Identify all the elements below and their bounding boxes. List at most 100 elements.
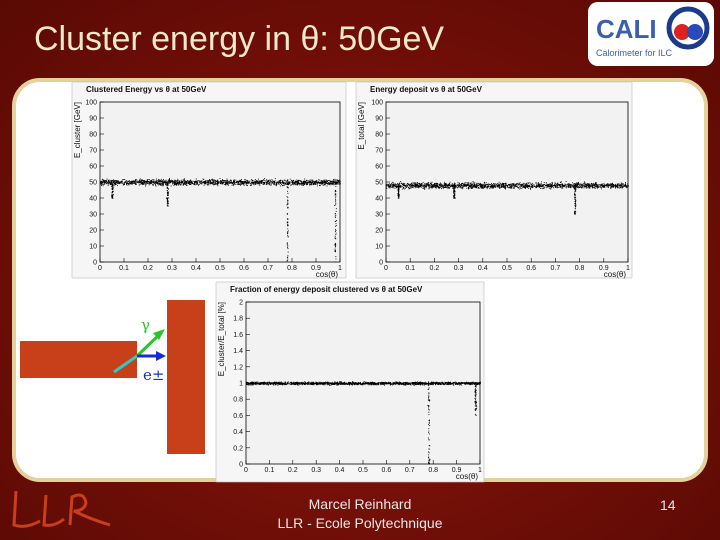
scatter-point	[286, 186, 288, 188]
scatter-point	[403, 184, 405, 186]
scatter-point	[214, 184, 215, 185]
scatter-point	[418, 185, 419, 187]
scatter-point	[626, 186, 628, 188]
scatter-point	[170, 180, 171, 182]
scatter-point	[276, 182, 278, 184]
scatter-point	[435, 185, 437, 187]
scatter-point	[194, 183, 196, 185]
scatter-point	[612, 183, 614, 185]
scatter-point	[560, 184, 561, 185]
scatter-point	[244, 180, 246, 182]
scatter-point	[293, 184, 295, 186]
scatter-point	[545, 182, 547, 184]
scatter-point	[519, 188, 521, 190]
scatter-point	[177, 180, 179, 182]
x-tick-label: 0.4	[335, 467, 345, 474]
scatter-point	[334, 191, 336, 193]
scatter-point	[436, 184, 437, 186]
scatter-point	[335, 197, 336, 199]
scatter-point	[131, 181, 133, 183]
scatter-point	[226, 182, 228, 183]
scatter-point	[490, 185, 492, 187]
scatter-point	[577, 185, 579, 187]
scatter-point	[289, 178, 291, 180]
scatter-point	[473, 183, 475, 185]
scatter-point	[537, 185, 539, 187]
scatter-point	[189, 182, 191, 184]
scatter-point	[568, 186, 570, 188]
scatter-point	[393, 184, 395, 186]
scatter-point	[435, 186, 437, 188]
scatter-point	[449, 383, 451, 385]
scatter-point	[194, 182, 196, 184]
scatter-point	[137, 182, 139, 184]
scatter-point	[416, 185, 418, 187]
scatter-point	[463, 186, 465, 187]
scatter-point	[245, 183, 247, 185]
scatter-point	[290, 381, 292, 383]
scatter-point	[407, 184, 409, 186]
scatter-point	[504, 187, 506, 189]
scatter-point	[462, 185, 464, 187]
scatter-point	[254, 183, 256, 185]
scatter-point	[185, 181, 187, 183]
scatter-point	[161, 181, 163, 183]
scatter-point	[201, 181, 203, 183]
scatter-point	[556, 183, 558, 185]
scatter-point	[173, 183, 175, 185]
scatter-point	[152, 180, 154, 182]
scatter-point	[214, 179, 216, 181]
scatter-point	[615, 186, 617, 188]
scatter-point	[575, 183, 577, 185]
scatter-point	[574, 194, 575, 196]
scatter-point	[323, 179, 325, 181]
scatter-point	[498, 183, 500, 185]
scatter-point	[238, 184, 240, 186]
scatter-point	[278, 182, 280, 184]
scatter-point	[190, 183, 192, 185]
scatter-point	[204, 183, 205, 185]
scatter-point	[167, 182, 168, 183]
scatter-point	[123, 184, 125, 185]
scatter-point	[503, 184, 504, 186]
scatter-point	[474, 187, 476, 189]
scatter-point	[454, 190, 456, 192]
scatter-point	[154, 180, 156, 182]
scatter-point	[167, 183, 169, 185]
scatter-point	[596, 187, 598, 188]
x-tick-label: 0.6	[239, 265, 249, 272]
scatter-point	[195, 181, 197, 183]
scatter-point	[165, 181, 167, 182]
scatter-point	[431, 184, 433, 185]
scatter-points	[386, 180, 629, 215]
scatter-point	[416, 186, 418, 188]
scatter-point	[118, 182, 120, 184]
scatter-point	[592, 186, 594, 188]
scatter-point	[255, 383, 257, 385]
scatter-point	[596, 184, 598, 186]
scatter-point	[573, 187, 575, 189]
x-tick-label: 0.2	[143, 265, 153, 272]
scatter-point	[401, 188, 403, 190]
scatter-point	[421, 186, 423, 188]
scatter-point	[511, 185, 513, 187]
scatter-point	[125, 183, 127, 184]
scatter-point	[397, 186, 399, 188]
scatter-point	[149, 182, 151, 184]
scatter-point	[575, 188, 577, 190]
scatter-point	[242, 181, 244, 183]
scatter-point	[484, 181, 485, 183]
scatter-point	[405, 185, 406, 187]
scatter-point	[111, 194, 113, 196]
scatter-point	[212, 180, 214, 182]
scatter-point	[435, 384, 436, 386]
scatter-point	[503, 186, 505, 188]
scatter-point	[560, 181, 562, 183]
scatter-point	[425, 383, 427, 385]
scatter-point	[508, 184, 510, 186]
scatter-point	[336, 179, 338, 181]
scatter-point	[265, 184, 267, 185]
scatter-point	[533, 185, 535, 187]
scatter-point	[261, 180, 263, 182]
scatter-point	[328, 183, 330, 185]
